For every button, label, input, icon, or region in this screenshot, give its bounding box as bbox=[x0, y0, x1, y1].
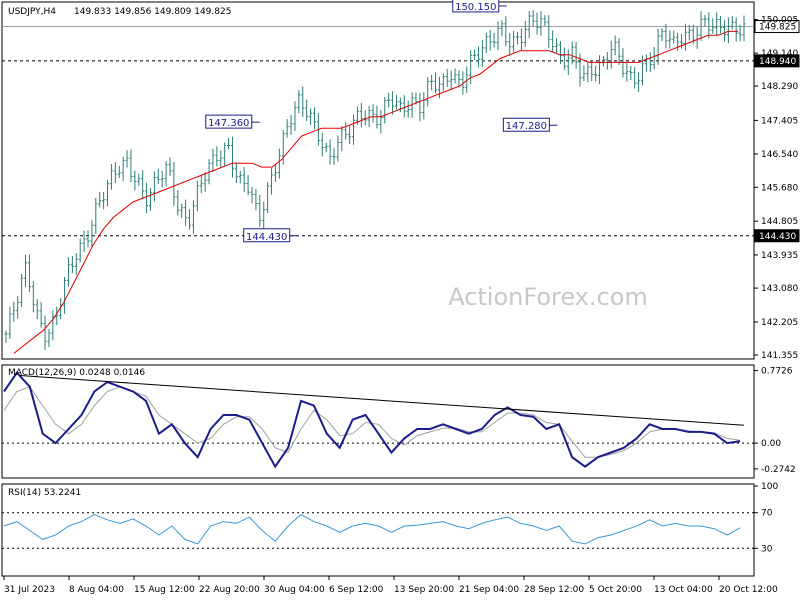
x-tick-label: 31 Jul 2023 bbox=[4, 585, 55, 595]
chart-ohlc: 149.833 149.856 149.809 149.825 bbox=[74, 7, 231, 17]
price-hline-tag bbox=[754, 229, 800, 243]
price-hline-tag bbox=[754, 20, 800, 34]
macd-line bbox=[3, 371, 741, 469]
x-tick-label: 22 Aug 20:00 bbox=[199, 585, 260, 595]
price-candles bbox=[4, 10, 746, 351]
price-y-tick-label: 142.205 bbox=[761, 318, 798, 328]
price-y-tick-label: 143.935 bbox=[761, 251, 798, 261]
price-hlines: 149.825 148.940 144.430 bbox=[2, 20, 800, 243]
rsi-y-tick-label: 100 bbox=[761, 482, 778, 492]
rsi-y-tick-label: 70 bbox=[761, 509, 773, 519]
price-y-tick-label: 149.140 bbox=[761, 49, 798, 59]
rsi-group bbox=[2, 512, 754, 549]
price-hline-label: 149.825 bbox=[759, 23, 796, 33]
level-box bbox=[205, 114, 253, 129]
price-hline-label: 144.430 bbox=[759, 232, 796, 242]
watermark: ActionForex.com bbox=[448, 283, 648, 311]
x-tick-label: 13 Sep 20:00 bbox=[394, 585, 454, 595]
price-y-tick-label: 150.005 bbox=[761, 16, 798, 26]
x-tick-label: 28 Sep 12:00 bbox=[524, 585, 584, 595]
macd-y-axis: 0.7726 0.00 -0.2742 bbox=[754, 367, 796, 475]
rsi-line bbox=[3, 513, 741, 545]
macd-label: MACD(12,26,9) 0.0248 0.0146 bbox=[8, 368, 145, 378]
level-label: 144.430 bbox=[246, 232, 287, 243]
level-box bbox=[502, 117, 550, 132]
price-level-labels: 150.150 147.360 147.280 144.430 bbox=[205, 0, 558, 243]
macd-pane-frame bbox=[1, 364, 755, 479]
level-label: 147.280 bbox=[506, 121, 547, 132]
rsi-y-tick-label: 30 bbox=[761, 544, 773, 554]
price-y-tick-label: 147.405 bbox=[761, 116, 798, 126]
price-y-tick-label: 148.290 bbox=[761, 82, 798, 92]
rsi-y-axis: 100 70 30 bbox=[754, 482, 778, 554]
level-label: 150.150 bbox=[455, 2, 496, 13]
moving-average-line bbox=[13, 30, 738, 354]
level-box bbox=[243, 228, 291, 243]
x-tick-label: 6 Sep 12:00 bbox=[329, 585, 384, 595]
macd-group bbox=[2, 371, 754, 469]
price-pane-frame bbox=[1, 1, 755, 360]
x-tick-label: 30 Aug 04:00 bbox=[264, 585, 325, 595]
x-tick-label: 20 Oct 12:00 bbox=[719, 585, 778, 595]
price-y-tick-label: 145.680 bbox=[761, 183, 798, 193]
level-label: 147.360 bbox=[208, 118, 249, 129]
macd-trendline bbox=[19, 375, 745, 426]
x-tick-label: 21 Sep 04:00 bbox=[459, 585, 519, 595]
price-y-axis: 150.005 149.140 148.290 147.405 146.540 145.6… bbox=[754, 16, 798, 361]
level-box bbox=[452, 0, 500, 13]
price-hline-label: 148.940 bbox=[759, 57, 796, 67]
x-tick-label: 13 Oct 04:00 bbox=[654, 585, 713, 595]
macd-y-tick-label: 0.00 bbox=[761, 439, 781, 449]
x-axis: 31 Jul 2023 8 Aug 04:00 15 Aug 12:00 22 Aug… bbox=[3, 576, 778, 595]
chart-symbol: USDJPY,H4 bbox=[8, 7, 56, 17]
x-tick-label: 8 Aug 04:00 bbox=[69, 585, 124, 595]
price-y-tick-label: 144.805 bbox=[761, 217, 798, 227]
price-hline-tag bbox=[754, 54, 800, 68]
macd-y-tick-label: -0.2742 bbox=[761, 465, 796, 475]
macd-y-tick-label: 0.7726 bbox=[761, 367, 793, 377]
rsi-pane-frame bbox=[1, 483, 755, 577]
price-y-tick-label: 143.080 bbox=[761, 284, 798, 294]
x-tick-label: 15 Aug 12:00 bbox=[134, 585, 195, 595]
price-y-tick-label: 146.540 bbox=[761, 150, 798, 160]
rsi-label: RSI(14) 53.2241 bbox=[8, 488, 81, 498]
price-y-tick-label: 141.355 bbox=[761, 351, 798, 361]
x-tick-label: 5 Oct 20:00 bbox=[589, 585, 642, 595]
